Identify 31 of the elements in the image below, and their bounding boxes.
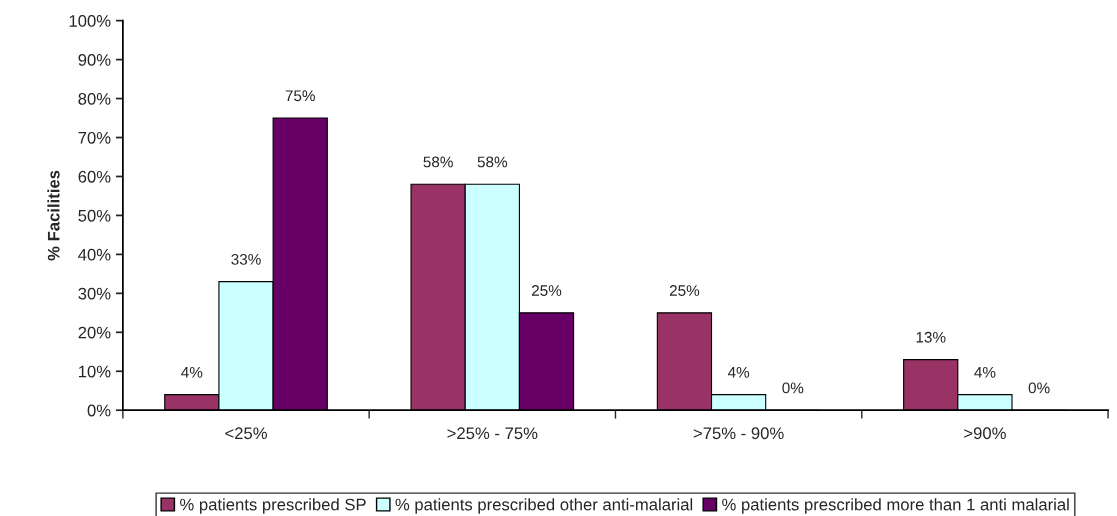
legend-label: % patients prescribed more than 1 anti malarial (722, 498, 1069, 514)
y-tick-label: 40% (78, 248, 111, 261)
y-tick-label: 10% (78, 365, 111, 378)
y-tick-label: 90% (78, 54, 111, 66)
y-tick-label: 70% (78, 131, 111, 144)
data-label: 25% (531, 285, 562, 296)
x-tick-label: >25% - 75% (447, 427, 538, 440)
y-tick-label: 60% (78, 170, 111, 183)
data-label: 4% (974, 366, 996, 378)
y-tick-label: 100% (69, 15, 111, 27)
data-label: 0% (782, 382, 804, 394)
data-label: 25% (669, 285, 700, 296)
y-tick-label: 80% (78, 92, 111, 105)
y-tick-label: 50% (78, 209, 111, 222)
x-tick-label: <25% (225, 427, 267, 440)
legend-label: % patients prescribed other anti-malarial (395, 498, 693, 514)
data-label: 4% (181, 366, 203, 378)
data-label: 0% (1028, 382, 1050, 394)
x-tick-label: >75% - 90% (693, 427, 784, 440)
data-label: 58% (423, 156, 453, 168)
data-label: 4% (727, 366, 750, 378)
legend-label: % patients prescribed SP (180, 498, 366, 514)
data-label: 13% (916, 331, 946, 343)
data-label: 75% (285, 90, 315, 102)
x-tick-label: >90% (964, 427, 1006, 440)
data-label: 58% (477, 156, 508, 168)
y-tick-label: 30% (78, 287, 111, 300)
data-label: 33% (231, 253, 261, 265)
y-axis-title: % Facilities (47, 170, 60, 261)
y-tick-label: 20% (78, 326, 111, 339)
y-tick-label: 0% (87, 404, 111, 417)
